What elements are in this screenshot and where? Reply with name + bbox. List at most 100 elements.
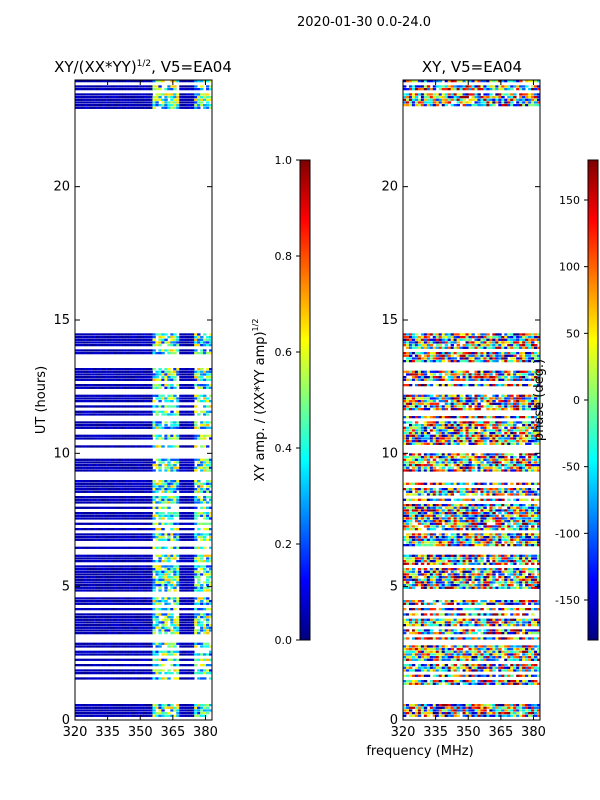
heatmap-cell	[89, 394, 94, 397]
heatmap-cell	[128, 421, 132, 424]
heatmap-cell	[95, 336, 100, 339]
heatmap-cell	[89, 533, 94, 536]
heatmap-cell	[167, 597, 171, 600]
heatmap-cell	[408, 704, 413, 707]
heatmap-cell	[155, 394, 159, 397]
heatmap-cell	[146, 341, 150, 344]
heatmap-cell	[89, 621, 94, 624]
heatmap-cell	[209, 501, 213, 504]
heatmap-cell	[173, 597, 177, 600]
heatmap-cell	[122, 413, 127, 416]
heatmap-cell	[110, 88, 115, 91]
heatmap-cell	[173, 437, 177, 440]
heatmap-cell	[92, 581, 97, 584]
heatmap-cell	[462, 680, 466, 683]
heatmap-cell	[516, 658, 520, 661]
heatmap-cell	[140, 632, 144, 635]
heatmap-cell	[95, 576, 100, 579]
heatmap-cell	[191, 352, 195, 355]
heatmap-cell	[89, 536, 94, 539]
heatmap-cell	[498, 682, 502, 685]
heatmap-cell	[197, 426, 201, 429]
heatmap-cell	[188, 589, 192, 592]
heatmap-cell	[149, 341, 153, 344]
heatmap-cell	[203, 349, 207, 352]
heatmap-cell	[164, 704, 168, 707]
heatmap-cell	[122, 642, 127, 645]
heatmap-cell	[137, 709, 141, 712]
heatmap-cell	[152, 400, 156, 403]
heatmap-cell	[182, 341, 186, 344]
heatmap-cell	[101, 445, 106, 448]
heatmap-cell	[149, 522, 153, 525]
heatmap-cell	[194, 88, 198, 91]
heatmap-cell	[167, 538, 171, 541]
heatmap-cell	[75, 658, 79, 661]
heatmap-cell	[125, 370, 130, 373]
heatmap-cell	[450, 650, 455, 653]
heatmap-cell	[116, 629, 121, 632]
heatmap-cell	[95, 629, 100, 632]
heatmap-cell	[179, 98, 183, 101]
heatmap-cell	[152, 706, 156, 709]
heatmap-cell	[107, 466, 112, 469]
heatmap-cell	[95, 488, 100, 491]
heatmap-cell	[179, 488, 183, 491]
heatmap-cell	[531, 656, 535, 659]
heatmap-cell	[143, 485, 147, 488]
heatmap-cell	[95, 368, 100, 371]
heatmap-cell	[77, 85, 82, 88]
heatmap-cell	[128, 434, 132, 437]
heatmap-cell	[92, 546, 97, 549]
heatmap-cell	[516, 669, 520, 672]
heatmap-cell	[125, 333, 130, 336]
heatmap-cell	[122, 88, 127, 91]
heatmap-cell	[89, 410, 94, 413]
heatmap-cell	[417, 704, 422, 707]
heatmap-cell	[128, 632, 132, 635]
heatmap-cell	[140, 458, 144, 461]
heatmap-cell	[403, 656, 407, 659]
heatmap-cell	[116, 482, 121, 485]
heatmap-cell	[149, 706, 153, 709]
heatmap-cell	[125, 85, 130, 88]
heatmap-cell	[104, 664, 109, 667]
heatmap-cell	[453, 658, 458, 661]
heatmap-cell	[95, 672, 100, 675]
heatmap-cell	[176, 413, 180, 416]
heatmap-cell	[98, 586, 103, 589]
heatmap-cell	[86, 597, 91, 600]
heatmap-cell	[92, 490, 97, 493]
heatmap-cell	[143, 93, 147, 96]
heatmap-cell	[95, 106, 100, 109]
heatmap-cell	[89, 576, 94, 579]
heatmap-cell	[191, 632, 195, 635]
heatmap-cell	[75, 533, 79, 536]
heatmap-cell	[504, 709, 508, 712]
heatmap-cell	[101, 506, 106, 509]
heatmap-cell	[489, 650, 493, 653]
heatmap-cell	[146, 712, 150, 715]
heatmap-cell	[176, 629, 180, 632]
heatmap-cell	[194, 410, 198, 413]
heatmap-cell	[75, 506, 79, 509]
heatmap-cell	[426, 712, 431, 715]
heatmap-cell	[468, 650, 472, 653]
heatmap-cell	[101, 93, 106, 96]
heatmap-cell	[110, 368, 115, 371]
heatmap-cell	[170, 434, 174, 437]
heatmap-cell	[77, 522, 82, 525]
heatmap-cell	[116, 480, 121, 483]
heatmap-cell	[206, 554, 210, 557]
heatmap-cell	[86, 613, 91, 616]
heatmap-cell	[101, 458, 106, 461]
heatmap-cell	[104, 626, 109, 629]
heatmap-cell	[167, 645, 171, 648]
heatmap-cell	[164, 106, 168, 109]
heatmap-cell	[137, 421, 141, 424]
heatmap-cell	[164, 586, 168, 589]
heatmap-cell	[498, 650, 502, 653]
heatmap-cell	[444, 664, 449, 667]
heatmap-cell	[86, 528, 91, 531]
heatmap-cell	[525, 669, 529, 672]
